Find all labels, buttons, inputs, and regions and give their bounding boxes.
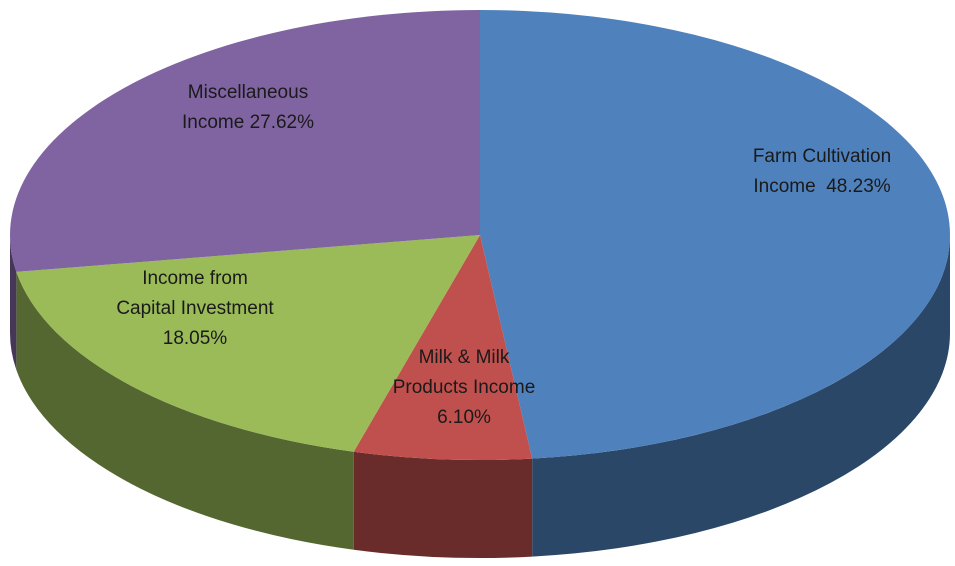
slice-label-line: Income 27.62%	[182, 112, 314, 133]
slice-label-line: Farm Cultivation	[753, 146, 891, 167]
slice-label-line: Income 48.23%	[753, 176, 890, 197]
pie-labels: Farm Cultivation Income 48.23% Milk & Milk…	[116, 82, 891, 428]
slice-label-3: Miscellaneous Income 27.62%	[182, 82, 314, 133]
pie-side-2	[16, 271, 354, 550]
pie-slice-3	[9, 10, 480, 272]
slice-label-line: Products Income	[393, 377, 536, 398]
slice-label-line: Capital Investment	[116, 298, 274, 319]
slice-label-line: Income from	[142, 268, 248, 289]
slice-label-line: 6.10%	[437, 407, 491, 428]
slice-label-1: Milk & Milk Products Income 6.10%	[393, 347, 536, 428]
pie-sides	[10, 235, 950, 558]
pie-side-3	[10, 235, 17, 370]
slice-label-line: 18.05%	[163, 328, 228, 349]
pie-side-0	[532, 235, 950, 557]
pie-slice-0	[480, 10, 951, 459]
pie-side-1	[353, 451, 533, 558]
pie-slice-2	[16, 235, 480, 452]
slice-label-0: Farm Cultivation Income 48.23%	[753, 146, 891, 197]
slice-label-line: Miscellaneous	[188, 82, 308, 103]
pie-tops	[9, 10, 951, 460]
slice-label-line: Milk & Milk	[419, 347, 510, 368]
pie-slice-1	[353, 235, 533, 460]
slice-label-2: Income from Capital Investment 18.05%	[116, 268, 274, 349]
